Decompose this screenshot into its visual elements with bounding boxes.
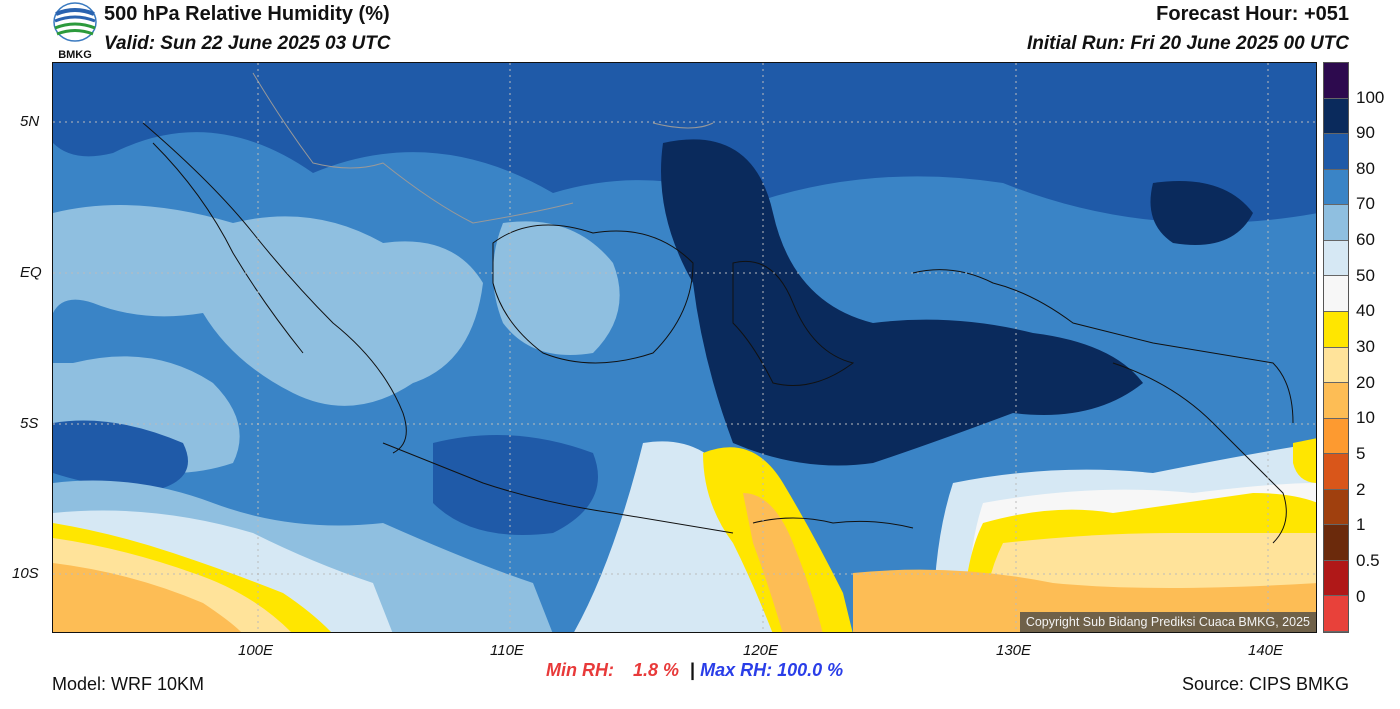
lon-label-100e: 100E <box>238 642 274 659</box>
colorbar-segment <box>1324 347 1348 384</box>
colorbar-segment <box>1324 596 1348 632</box>
colorbar-label: 1 <box>1356 515 1366 534</box>
colorbar-segment <box>1324 134 1348 170</box>
humidity-field <box>53 63 1316 632</box>
model-label: Model: WRF 10KM <box>52 674 205 694</box>
forecast-hour: Forecast Hour: +051 <box>1156 3 1349 25</box>
colorbar-label: 20 <box>1356 373 1375 392</box>
colorbar-segment <box>1324 418 1348 455</box>
colorbar-label: 50 <box>1356 266 1375 285</box>
colorbar-label: 30 <box>1356 337 1375 356</box>
lat-label-5n: 5N <box>20 113 40 130</box>
logo-text: BMKG <box>58 49 92 61</box>
initial-run: Initial Run: Fri 20 June 2025 00 UTC <box>1026 33 1349 54</box>
colorbar-label: 60 <box>1356 230 1375 249</box>
source-label: Source: CIPS BMKG <box>1181 674 1349 694</box>
colorbar-label: 80 <box>1356 159 1375 178</box>
min-rh-label: Min RH: <box>546 660 614 680</box>
lat-label-10s: 10S <box>12 565 39 582</box>
max-rh-label: Max RH: <box>700 660 773 680</box>
lon-label-140e: 140E <box>1248 642 1284 659</box>
colorbar-segment <box>1324 560 1348 597</box>
colorbar-label: 40 <box>1356 301 1375 320</box>
colorbar-label: 5 <box>1356 444 1366 463</box>
lon-label-130e: 130E <box>996 642 1032 659</box>
humidity-map: Copyright Sub Bidang Prediksi Cuaca BMKG… <box>52 62 1317 633</box>
colorbar-segment <box>1324 276 1348 312</box>
colorbar-segment <box>1324 240 1348 277</box>
map-title: 500 hPa Relative Humidity (%) <box>104 3 390 25</box>
colorbar <box>1323 62 1349 633</box>
colorbar-segment <box>1324 311 1348 348</box>
lon-label-110e: 110E <box>490 642 524 659</box>
colorbar-label: 0.5 <box>1356 551 1380 570</box>
colorbar-label: 100 <box>1356 88 1385 107</box>
colorbar-segment <box>1324 205 1348 241</box>
stats-separator: | <box>690 660 696 680</box>
rh-stats: Min RH: 1.8 % | Max RH: 100.0 % <box>546 660 843 681</box>
colorbar-segment <box>1324 63 1348 99</box>
colorbar-segment <box>1324 489 1348 526</box>
colorbar-segment <box>1324 525 1348 561</box>
colorbar-label: 2 <box>1356 480 1366 499</box>
colorbar-label: 0 <box>1356 587 1366 606</box>
colorbar-label: 90 <box>1356 123 1375 142</box>
copyright-note: Copyright Sub Bidang Prediksi Cuaca BMKG… <box>1019 612 1316 632</box>
colorbar-segment <box>1324 454 1348 490</box>
colorbar-segment <box>1324 383 1348 419</box>
lon-label-120e: 120E <box>743 642 779 659</box>
valid-time: Valid: Sun 22 June 2025 03 UTC <box>104 33 391 54</box>
lat-label-eq: EQ <box>20 264 42 281</box>
bmkg-logo: BMKG <box>52 2 98 61</box>
colorbar-label: 10 <box>1356 408 1375 427</box>
max-rh-value: 100.0 % <box>777 660 844 680</box>
colorbar-segment <box>1324 169 1348 206</box>
colorbar-label: 70 <box>1356 194 1375 213</box>
min-rh-value: 1.8 % <box>633 660 680 680</box>
colorbar-segment <box>1324 98 1348 135</box>
lat-label-5s: 5S <box>20 415 39 432</box>
